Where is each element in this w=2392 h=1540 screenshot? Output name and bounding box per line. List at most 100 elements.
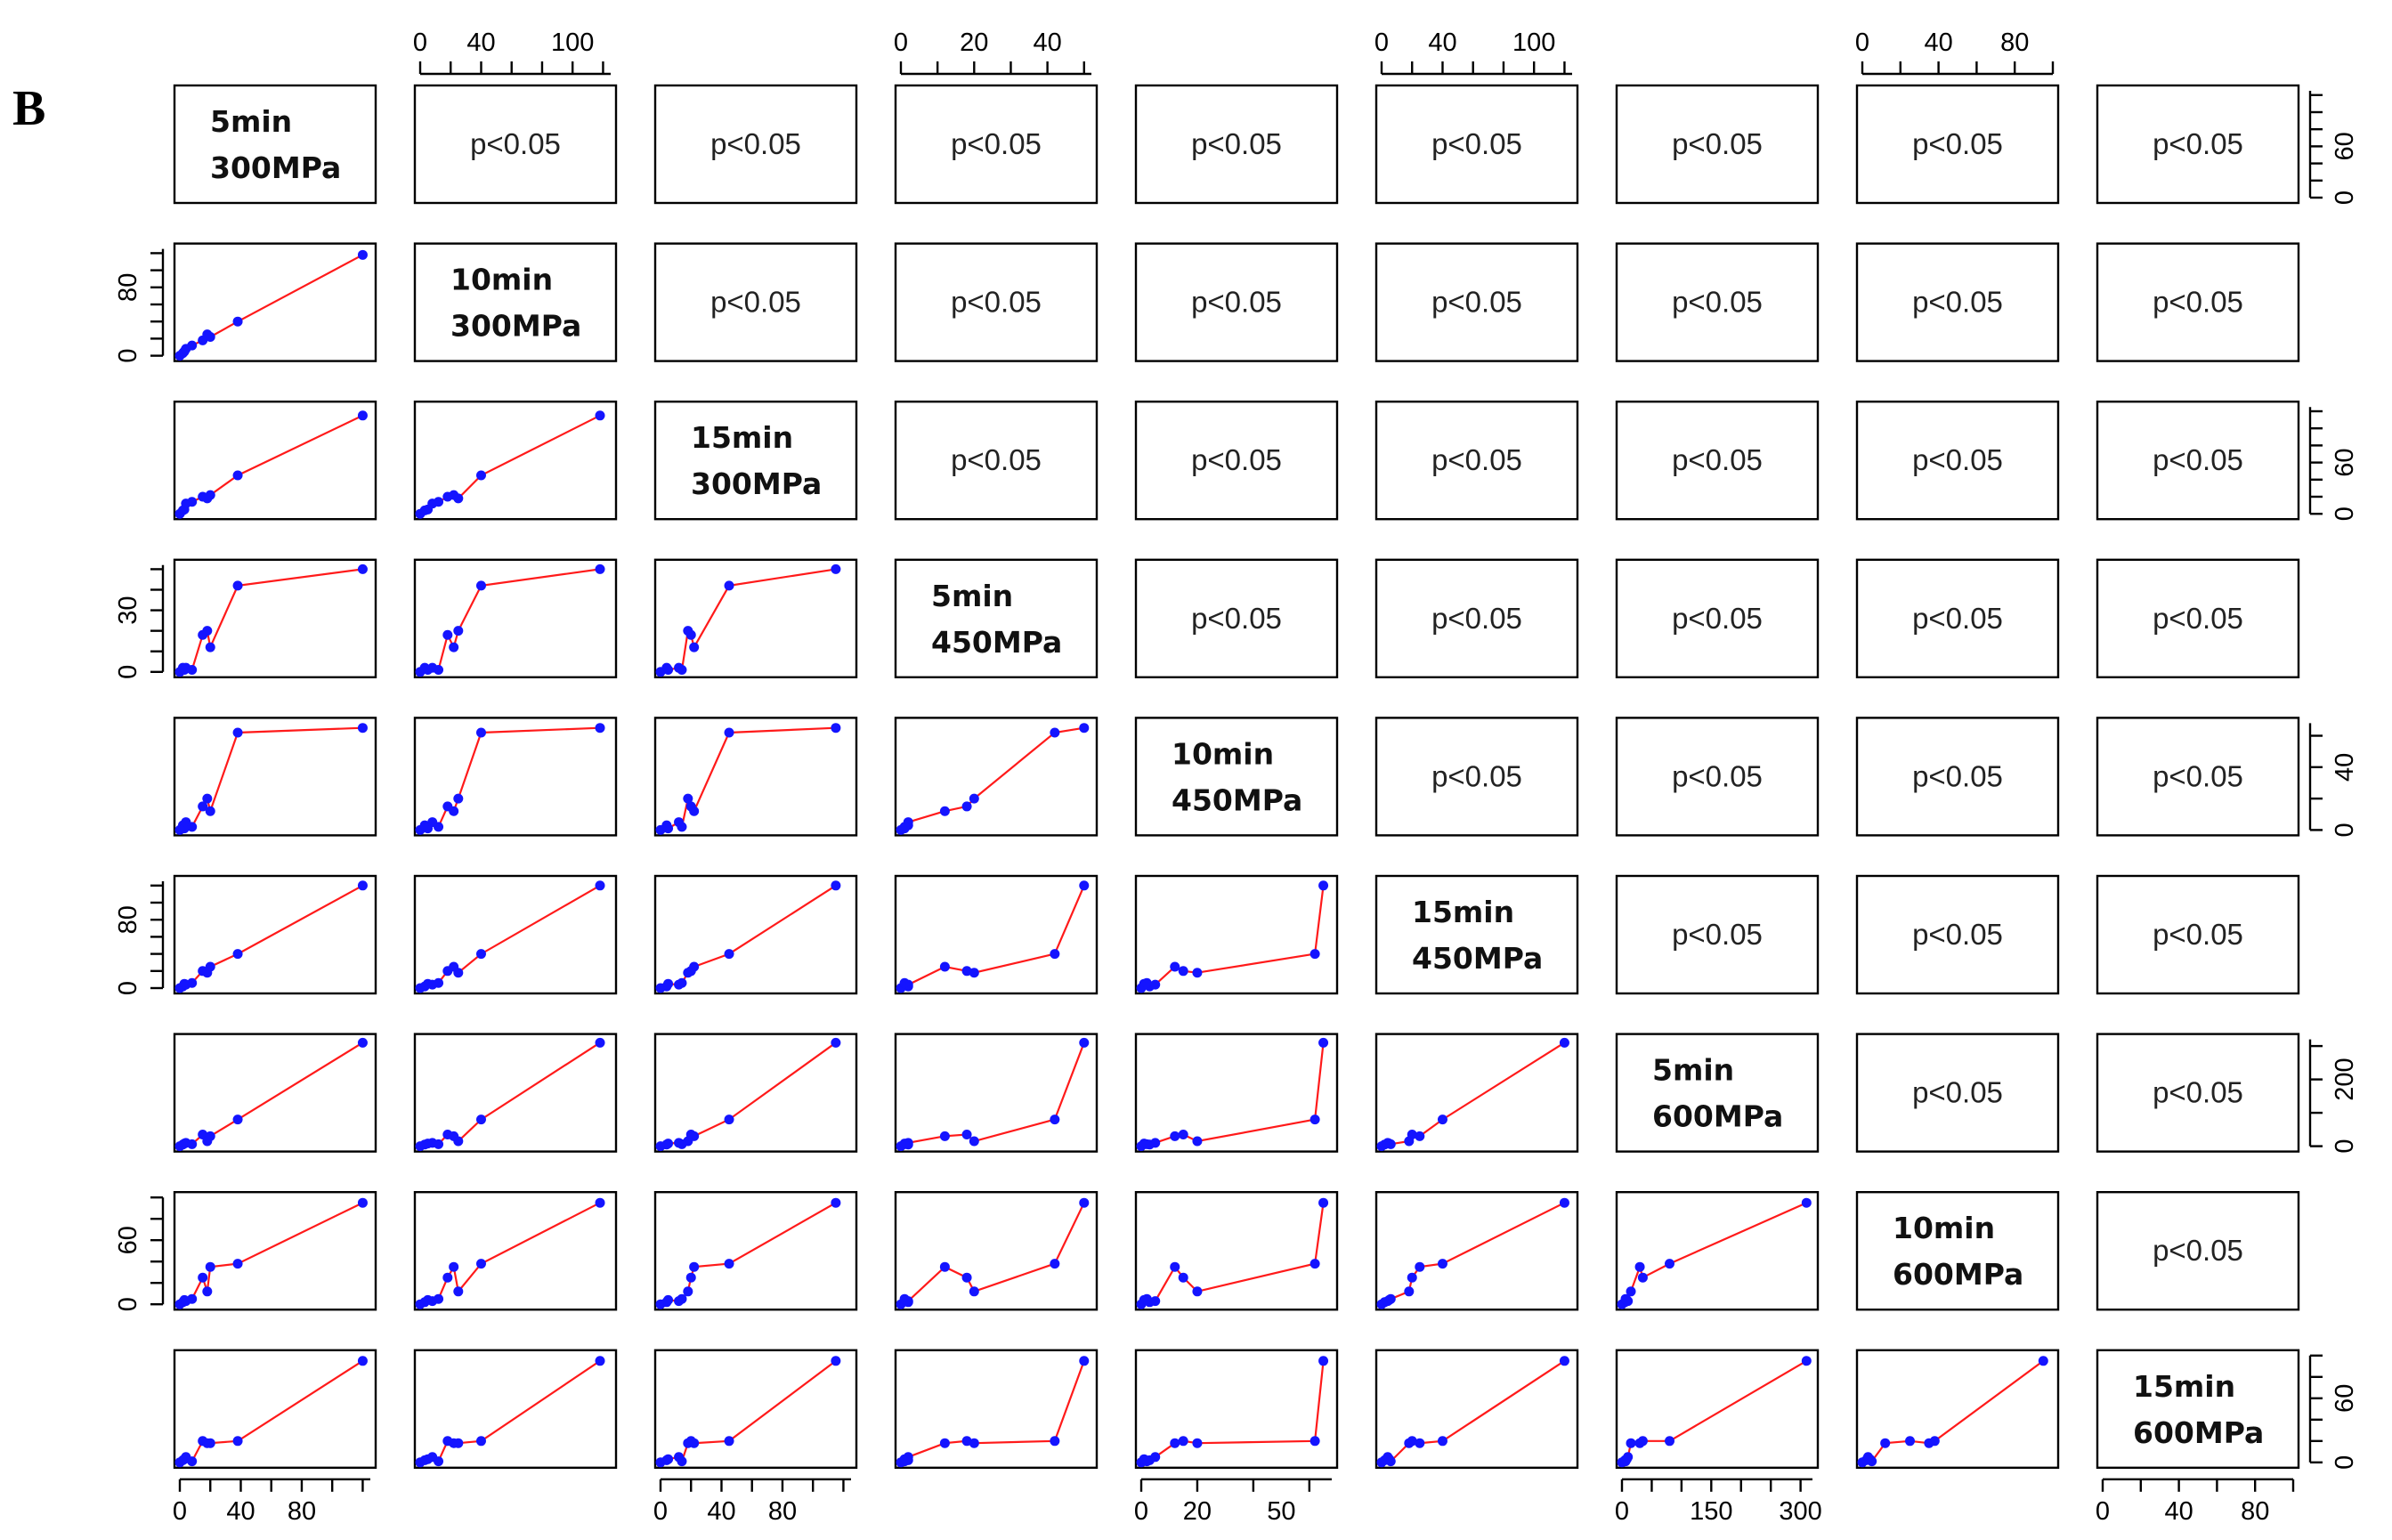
scatter-content <box>655 723 841 835</box>
data-point <box>663 1294 674 1305</box>
panel-r9-c2 <box>413 1349 618 1470</box>
upper-frame <box>1855 558 2060 678</box>
panel-r2-c4: p<0.05 <box>894 242 1099 362</box>
data-point <box>187 664 198 675</box>
variable-label: 600MPa <box>1893 1257 2023 1292</box>
variable-label: 5min <box>1652 1053 1734 1088</box>
bottom-axis-col7: 0 150 300 <box>1615 1478 1822 1526</box>
left-axis-row8: 0 60 <box>114 1196 165 1311</box>
data-point <box>357 880 368 891</box>
data-point <box>202 626 213 636</box>
data-point <box>442 629 453 640</box>
data-point <box>453 968 464 978</box>
data-point <box>595 1037 605 1048</box>
data-point <box>961 1129 972 1139</box>
data-point <box>1079 723 1090 734</box>
data-point <box>689 961 700 972</box>
data-point <box>434 1456 444 1467</box>
panel-r4-c7: p<0.05 <box>1615 558 1820 678</box>
panel-r2-c9: p<0.05 <box>2096 242 2300 362</box>
panel-r5-c9: p<0.05 <box>2096 717 2300 837</box>
panel-r8-c1 <box>173 1190 377 1311</box>
data-point <box>442 1272 453 1283</box>
data-point <box>1626 1286 1636 1297</box>
tick-label: 300 <box>1779 1497 1821 1526</box>
panel-r8-c4 <box>894 1190 1099 1311</box>
data-point <box>1905 1436 1915 1447</box>
scatter-content <box>415 723 605 835</box>
data-point <box>595 1356 605 1366</box>
data-point <box>205 1261 215 1272</box>
upper-frame <box>2096 242 2300 362</box>
panel-r7-c1 <box>173 1033 377 1153</box>
data-point <box>831 1356 841 1366</box>
data-point <box>831 563 841 574</box>
data-point <box>198 1272 208 1283</box>
upper-frame <box>1374 717 1579 837</box>
panel-r6-c7: p<0.05 <box>1615 874 1820 995</box>
scatter-content <box>1136 1356 1329 1468</box>
data-point <box>961 966 972 977</box>
diagonal-frame <box>1134 717 1339 837</box>
p-value-label: p<0.05 <box>2153 443 2243 476</box>
scatter-content <box>896 1037 1090 1152</box>
data-point <box>1318 1037 1329 1048</box>
tick-label: 0 <box>2331 823 2359 837</box>
scatter-frame <box>413 558 618 678</box>
scatter-frame <box>1134 1190 1339 1311</box>
data-point <box>1404 1438 1415 1448</box>
data-point <box>969 968 979 978</box>
panel-r1-c7: p<0.05 <box>1615 84 1820 205</box>
data-point <box>1801 1197 1812 1208</box>
data-point <box>1141 977 1152 988</box>
panel-r3-c4: p<0.05 <box>894 401 1099 521</box>
upper-frame <box>1374 558 1579 678</box>
tick-label: 40 <box>2331 753 2359 782</box>
data-point <box>1415 1131 1425 1141</box>
data-point <box>475 727 486 738</box>
data-point <box>831 1197 841 1208</box>
variable-label: 450MPa <box>1172 782 1302 817</box>
panel-r3-c3: 15min 300MPa <box>653 401 858 521</box>
p-value-label: p<0.05 <box>470 127 561 160</box>
p-value-label: p<0.05 <box>1912 443 2003 476</box>
p-value-label: p<0.05 <box>1431 127 1522 160</box>
p-value-label: p<0.05 <box>1912 1076 2003 1109</box>
p-value-label: p<0.05 <box>1912 918 2003 951</box>
tick-label: 50 <box>1267 1497 1295 1526</box>
scatter-content <box>1136 1037 1329 1152</box>
panel-r6-c1 <box>173 874 377 995</box>
data-point <box>434 822 444 832</box>
data-point <box>453 1286 464 1297</box>
data-point <box>187 1139 198 1149</box>
scatter-frame <box>653 558 858 678</box>
data-point <box>232 470 243 481</box>
p-value-label: p<0.05 <box>1672 443 1763 476</box>
data-point <box>205 806 215 816</box>
diagonal-frame <box>1615 1033 1820 1153</box>
scatter-frame <box>1134 874 1339 995</box>
tick-label: 0 <box>1855 28 1869 57</box>
panel-r9-c7 <box>1615 1349 1820 1470</box>
variable-label: 300MPa <box>691 466 822 501</box>
data-point <box>677 1456 687 1467</box>
upper-frame <box>1374 242 1579 362</box>
scatter-content <box>415 410 605 519</box>
scatter-content <box>896 1197 1090 1309</box>
data-point <box>724 1114 734 1125</box>
scatter-content <box>415 1356 605 1468</box>
data-point <box>1079 1356 1090 1366</box>
data-point <box>1318 1197 1329 1208</box>
panel-r8-c5 <box>1134 1190 1339 1311</box>
scatter-frame <box>1615 1349 1820 1470</box>
panel-r6-c9: p<0.05 <box>2096 874 2300 995</box>
data-point <box>1050 1436 1060 1447</box>
scatter-frame <box>1374 1349 1579 1470</box>
data-point <box>1178 966 1188 977</box>
p-value-label: p<0.05 <box>1191 443 1282 476</box>
scatter-content <box>1376 1037 1569 1152</box>
upper-frame <box>1374 401 1579 521</box>
tick-label: 0 <box>894 28 908 57</box>
data-point <box>683 1286 693 1297</box>
panel-r5-c6: p<0.05 <box>1374 717 1579 837</box>
